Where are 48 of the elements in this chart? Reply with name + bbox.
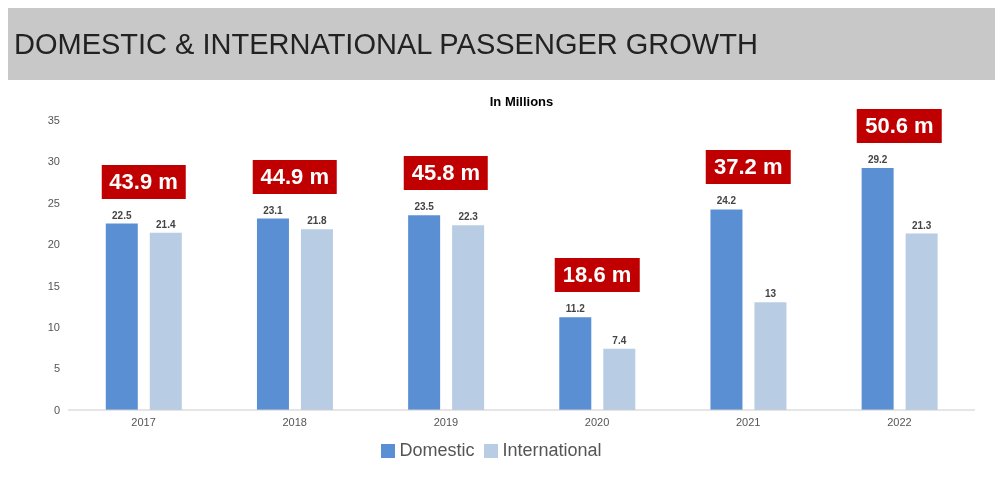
- bar: [710, 209, 743, 410]
- x-tick-label: 2021: [736, 415, 761, 428]
- data-label: 23.5: [414, 201, 435, 213]
- data-label: 7.4: [612, 334, 627, 346]
- annotation: 43.9 m: [101, 164, 186, 199]
- annotation: 18.6 m: [554, 258, 640, 293]
- y-tick-label: 10: [47, 321, 60, 334]
- data-label: 22.5: [112, 209, 132, 221]
- chart-title: DOMESTIC & INTERNATIONAL PASSENGER GROWTH: [14, 27, 758, 61]
- x-tick-label: 2020: [584, 415, 610, 428]
- x-tick-label: 2017: [131, 415, 156, 428]
- chart-subtitle: In Millions: [488, 94, 555, 109]
- y-tick-label: 25: [47, 196, 60, 209]
- annotation: 37.2 m: [706, 150, 791, 185]
- annotation: 50.6 m: [857, 109, 942, 144]
- data-label: 24.2: [716, 195, 737, 207]
- legend-label: Domestic: [399, 440, 475, 460]
- bar: [105, 223, 138, 410]
- bar: [559, 317, 592, 410]
- x-tick-label: 2019: [433, 415, 459, 428]
- y-tick-label: 0: [53, 403, 60, 416]
- x-tick-label: 2018: [282, 415, 307, 428]
- data-label: 11.2: [565, 303, 586, 315]
- bar: [905, 233, 938, 410]
- y-tick-label: 35: [47, 113, 60, 126]
- data-label: 23.1: [263, 204, 284, 216]
- y-tick-label: 5: [53, 362, 60, 375]
- bar: [149, 232, 182, 410]
- legend-label: International: [502, 440, 602, 460]
- bar: [603, 348, 636, 410]
- data-label: 21.3: [911, 219, 932, 231]
- bar: [408, 215, 441, 410]
- bar: [754, 302, 787, 410]
- data-label: 22.3: [458, 211, 479, 223]
- y-tick-label: 15: [47, 279, 60, 292]
- data-label: 21.4: [156, 218, 176, 230]
- x-tick-label: 2022: [887, 415, 912, 428]
- bar: [256, 218, 289, 410]
- bar: [300, 229, 333, 410]
- y-tick-label: 20: [47, 238, 60, 251]
- data-label: 29.2: [867, 154, 888, 166]
- data-label: 13: [764, 288, 777, 300]
- annotation: 45.8 m: [403, 156, 489, 191]
- bar: [452, 225, 485, 410]
- y-tick-label: 30: [47, 155, 60, 168]
- data-label: 21.8: [307, 215, 328, 227]
- bar: [861, 168, 894, 410]
- annotation: 44.9 m: [252, 159, 337, 194]
